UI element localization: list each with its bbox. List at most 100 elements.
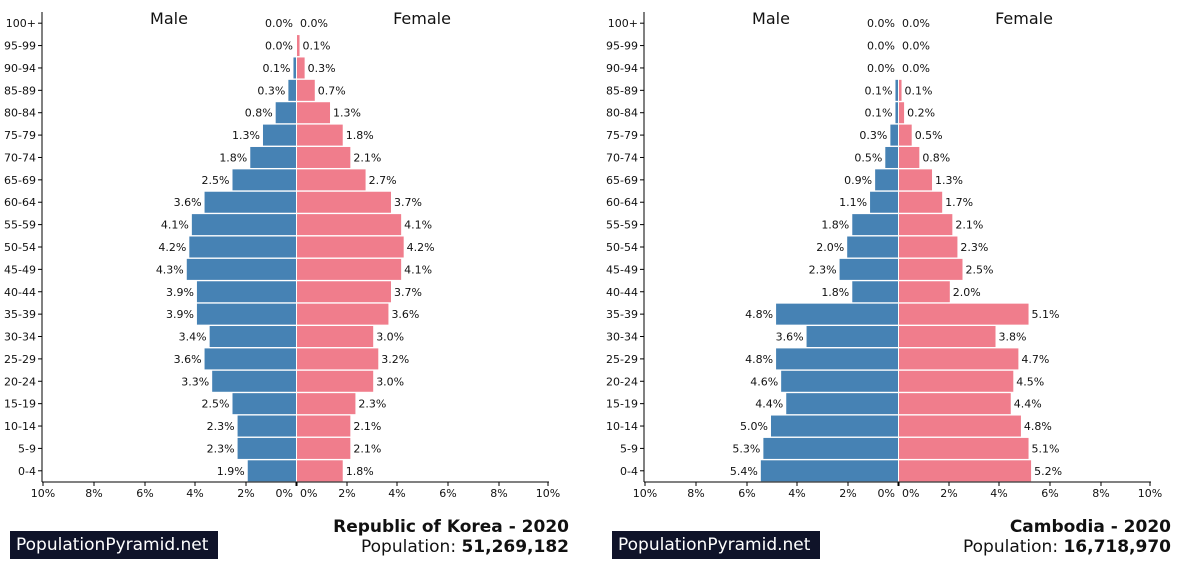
- male-header: Male: [752, 9, 790, 28]
- female-bar: [899, 258, 963, 280]
- female-value-label: 0.1%: [905, 84, 933, 97]
- brand-logo[interactable]: PopulationPyramid.net: [612, 531, 821, 559]
- female-value-label: 0.0%: [902, 62, 930, 75]
- female-bar: [297, 214, 402, 236]
- age-group-label: 15-19: [4, 398, 36, 411]
- female-bar: [899, 415, 1021, 437]
- female-value-label: 5.1%: [1032, 308, 1060, 321]
- male-value-label: 2.3%: [809, 263, 837, 276]
- x-tick-label: 6%: [136, 487, 153, 500]
- male-bar: [885, 146, 898, 168]
- population-value: 16,718,970: [1063, 537, 1171, 557]
- female-value-label: 4.1%: [404, 263, 432, 276]
- age-group-label: 20-24: [4, 375, 36, 388]
- x-tick-label: 6%: [738, 487, 755, 500]
- age-group-label: 90-94: [4, 62, 36, 75]
- female-bar: [899, 191, 943, 213]
- female-bar: [297, 393, 356, 415]
- age-group-label: 95-99: [4, 40, 36, 53]
- female-value-label: 3.2%: [381, 353, 409, 366]
- age-group-label: 30-34: [606, 331, 638, 344]
- female-bar: [297, 79, 315, 101]
- male-value-label: 1.1%: [839, 196, 867, 209]
- x-tick-label: 8%: [490, 487, 507, 500]
- age-group-label: 5-9: [620, 442, 638, 455]
- age-group-label: 60-64: [4, 196, 36, 209]
- female-value-label: 3.0%: [376, 331, 404, 344]
- x-tick-label: 10%: [31, 487, 55, 500]
- x-tick-label: 8%: [85, 487, 102, 500]
- female-bar: [297, 437, 351, 459]
- age-group-label: 70-74: [606, 151, 638, 164]
- female-bar: [899, 393, 1011, 415]
- female-value-label: 4.5%: [1016, 375, 1044, 388]
- female-value-label: 2.3%: [358, 398, 386, 411]
- male-bar: [870, 191, 898, 213]
- female-value-label: 5.1%: [1032, 442, 1060, 455]
- age-group-label: 55-59: [4, 219, 36, 232]
- female-bar: [297, 281, 391, 303]
- female-bar: [297, 146, 351, 168]
- male-bar: [196, 303, 296, 325]
- female-bar: [899, 146, 920, 168]
- female-value-label: 1.7%: [945, 196, 973, 209]
- female-value-label: 0.3%: [308, 62, 336, 75]
- population-value: 51,269,182: [461, 537, 569, 557]
- male-bar: [763, 437, 898, 459]
- age-group-label: 25-29: [606, 353, 638, 366]
- x-tick-label: 2%: [940, 487, 957, 500]
- x-tick-label: 4%: [186, 487, 203, 500]
- female-value-label: 0.1%: [303, 40, 331, 53]
- male-value-label: 0.0%: [265, 40, 293, 53]
- age-group-label: 50-54: [4, 241, 36, 254]
- male-value-label: 5.0%: [740, 420, 768, 433]
- male-value-label: 0.0%: [867, 40, 895, 53]
- x-tick-label: 8%: [687, 487, 704, 500]
- male-value-label: 4.1%: [161, 219, 189, 232]
- male-bar: [852, 214, 898, 236]
- age-group-label: 100+: [6, 17, 36, 30]
- age-group-label: 20-24: [606, 375, 638, 388]
- male-value-label: 1.8%: [821, 286, 849, 299]
- male-bar: [232, 393, 296, 415]
- female-value-label: 2.3%: [960, 241, 988, 254]
- female-value-label: 1.8%: [346, 465, 374, 478]
- age-group-label: 45-49: [606, 263, 638, 276]
- x-tick-label: 6%: [1041, 487, 1058, 500]
- male-value-label: 4.4%: [755, 398, 783, 411]
- female-bar: [297, 236, 404, 258]
- age-group-label: 55-59: [606, 219, 638, 232]
- female-bar: [297, 326, 374, 348]
- male-value-label: 1.8%: [219, 151, 247, 164]
- male-bar: [288, 79, 296, 101]
- female-value-label: 3.7%: [394, 196, 422, 209]
- age-group-label: 10-14: [4, 420, 36, 433]
- male-bar: [275, 102, 296, 124]
- female-bar: [899, 348, 1019, 370]
- female-value-label: 4.4%: [1014, 398, 1042, 411]
- male-value-label: 2.5%: [202, 174, 230, 187]
- male-bar: [806, 326, 898, 348]
- male-bar: [875, 169, 898, 191]
- female-bar: [297, 303, 389, 325]
- female-value-label: 3.8%: [999, 331, 1027, 344]
- male-bar: [196, 281, 296, 303]
- x-tick-label: 4%: [788, 487, 805, 500]
- population-summary: Population: 16,718,970: [963, 537, 1171, 557]
- female-bar: [297, 35, 300, 57]
- age-group-label: 25-29: [4, 353, 36, 366]
- age-group-label: 65-69: [606, 174, 638, 187]
- female-value-label: 1.8%: [346, 129, 374, 142]
- x-tick-label: 4%: [388, 487, 405, 500]
- male-bar: [250, 146, 296, 168]
- male-value-label: 0.9%: [844, 174, 872, 187]
- female-value-label: 3.6%: [391, 308, 419, 321]
- x-tick-label: 0%: [878, 487, 895, 500]
- female-bar: [899, 124, 912, 146]
- age-group-label: 40-44: [4, 286, 36, 299]
- pyramid-panel-korea: Male Female 100+ 0.0% 0.0% 95-99 0.0% 0.1% 90-94…: [0, 0, 590, 585]
- age-group-label: 85-89: [606, 84, 638, 97]
- population-pyramid-chart-cambodia: Male Female 100+ 0.0% 0.0% 95-99 0.0% 0.0% 90-94…: [606, 9, 1162, 500]
- brand-logo[interactable]: PopulationPyramid.net: [10, 531, 219, 559]
- male-value-label: 3.9%: [166, 286, 194, 299]
